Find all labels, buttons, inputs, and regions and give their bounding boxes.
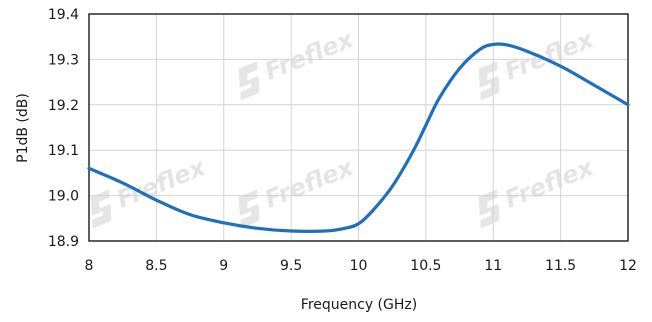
watermark-text: Freflex	[113, 153, 211, 214]
y-tick-label: 19.4	[48, 7, 79, 23]
watermark-logo-icon	[90, 189, 112, 229]
series-layer	[87, 42, 630, 233]
watermark-logo-icon	[238, 61, 260, 101]
x-tick-label: 11	[484, 258, 502, 274]
watermark: Freflex	[478, 25, 599, 101]
plot-frame	[88, 13, 629, 242]
x-axis-title: Frequency (GHz)	[301, 297, 417, 313]
x-tick-labels: 8 8.5 9 9.5 10 10.5 11 11.5 12	[85, 258, 637, 274]
y-tick-labels: 18.9 19.0 19.1 19.2 19.3 19.4	[48, 7, 79, 250]
x-tick-label: 9.5	[280, 258, 302, 274]
x-tick-label: 10	[350, 258, 368, 274]
y-tick-label: 18.9	[48, 234, 79, 250]
x-tick-label: 8	[85, 258, 94, 274]
x-tick-label: 9	[219, 258, 228, 274]
y-tick-label: 19.2	[48, 98, 79, 114]
watermark: Freflex	[90, 153, 211, 229]
watermark-logo-icon	[238, 189, 260, 229]
watermark-text: Freflex	[261, 25, 359, 86]
y-tick-label: 19.1	[48, 143, 79, 159]
watermark-text: Freflex	[501, 25, 599, 86]
y-tick-label: 19.3	[48, 52, 79, 68]
x-tick-label: 8.5	[145, 258, 167, 274]
watermark: Freflex	[238, 25, 359, 101]
watermark-layer: Freflex Freflex Freflex Freflex Freflex	[90, 25, 599, 229]
series-line	[87, 42, 630, 233]
watermark-logo-icon	[478, 189, 500, 229]
x-tick-label: 12	[619, 258, 637, 274]
watermark-logo-icon	[478, 61, 500, 101]
watermark-text: Freflex	[261, 153, 359, 214]
watermark: Freflex	[238, 153, 359, 229]
watermark: Freflex	[478, 153, 599, 229]
y-tick-label: 19.0	[48, 189, 79, 205]
watermark-text: Freflex	[501, 153, 599, 214]
x-tick-label: 10.5	[410, 258, 441, 274]
x-tick-label: 11.5	[545, 258, 576, 274]
y-axis-title: P1dB (dB)	[15, 93, 31, 163]
